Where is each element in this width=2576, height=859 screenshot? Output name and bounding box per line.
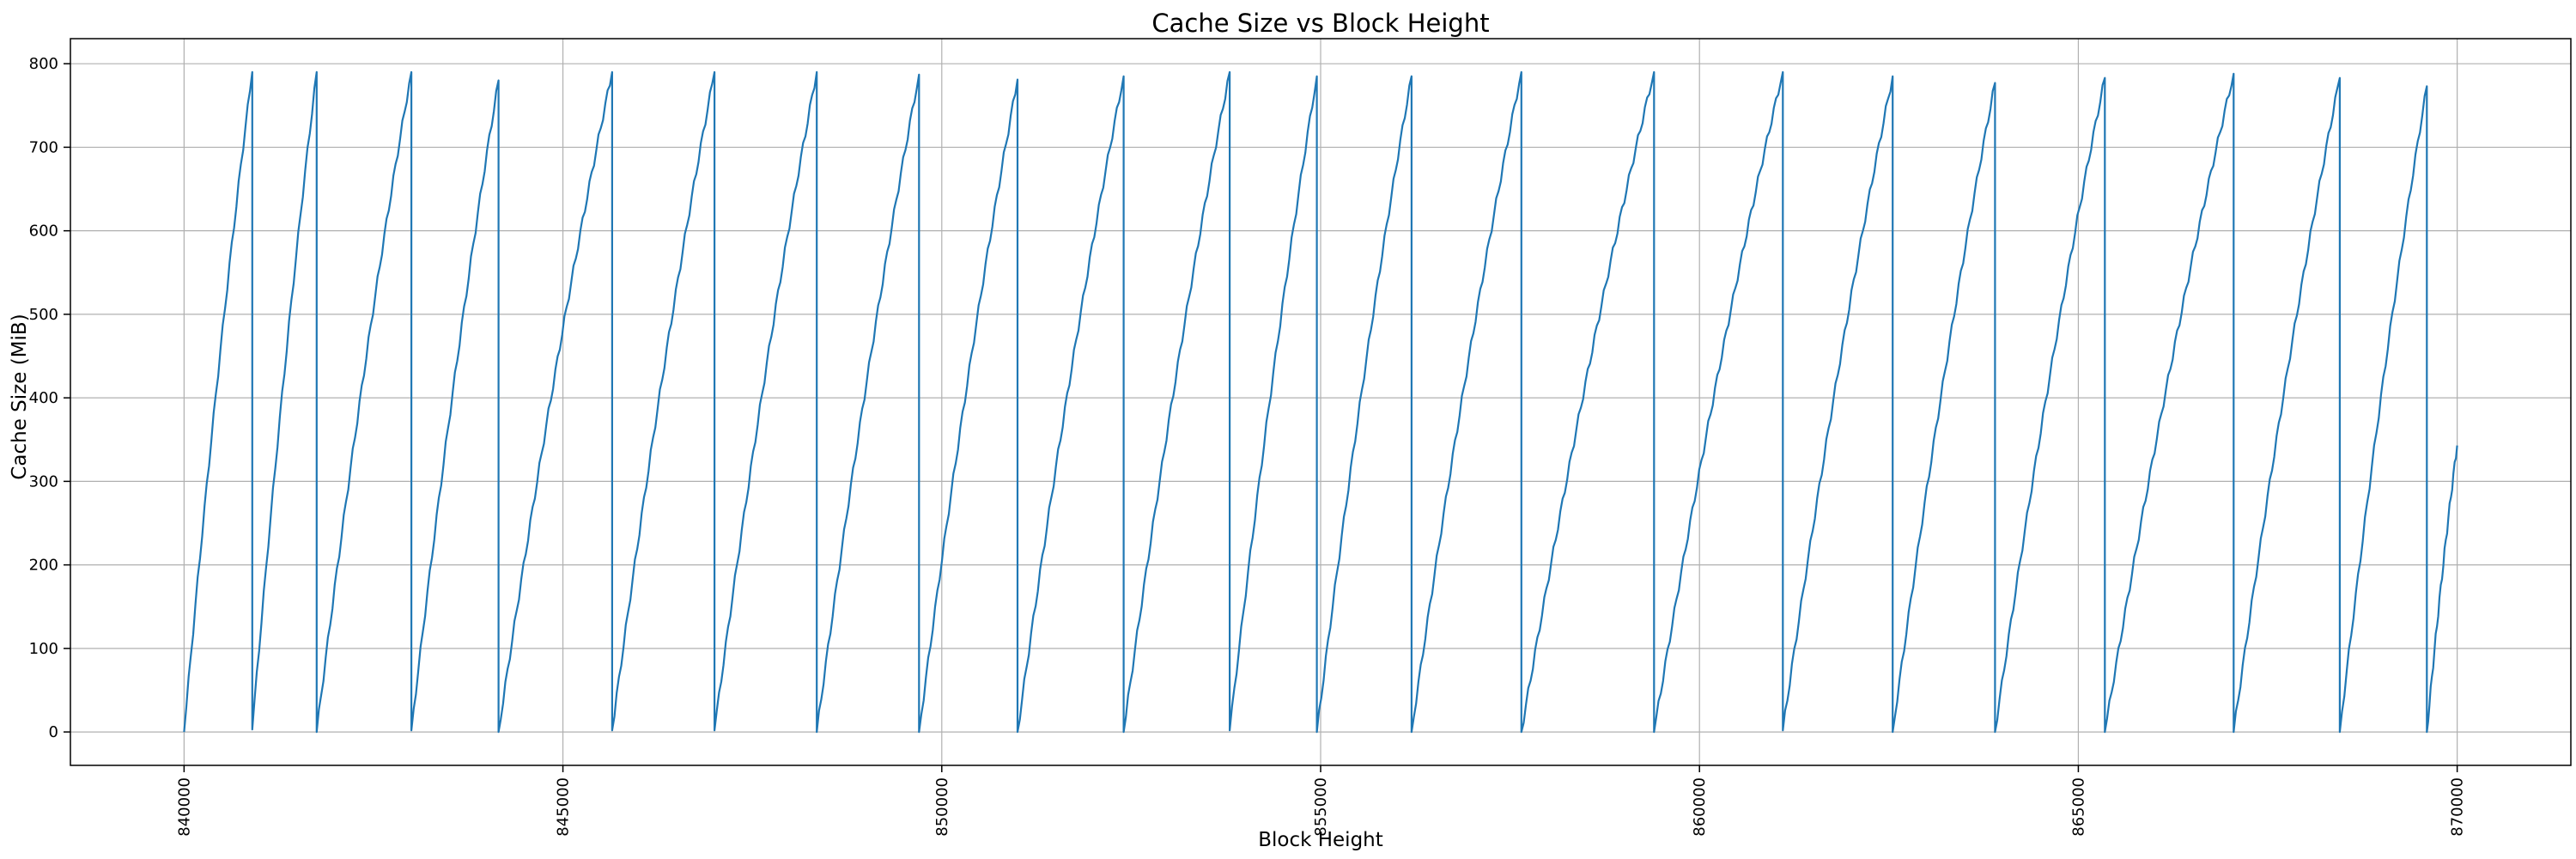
x-axis-label: Block Height [1258, 829, 1383, 851]
x-tick-label: 860000 [1691, 777, 1709, 837]
x-tick-label: 850000 [933, 777, 951, 837]
y-axis-ticks: 0 100 200 300 400 500 600 700 800 [29, 55, 70, 741]
x-tick-label: 840000 [175, 777, 193, 837]
x-axis-ticks: 840000 845000 850000 855000 860000 865000 8700… [175, 765, 2467, 837]
y-tick-label: 300 [29, 472, 58, 490]
x-tick-label: 845000 [555, 777, 573, 837]
x-tick-label: 870000 [2449, 777, 2467, 837]
y-tick-label: 700 [29, 138, 58, 156]
grid [70, 39, 2571, 765]
series-line [183, 70, 2458, 734]
y-tick-label: 400 [29, 389, 58, 407]
y-tick-label: 800 [29, 55, 58, 73]
x-tick-label: 865000 [2069, 777, 2087, 837]
y-tick-label: 600 [29, 222, 58, 241]
chart-title: Cache Size vs Block Height [1151, 9, 1489, 38]
series-layer [183, 70, 2458, 734]
x-tick-label: 855000 [1312, 777, 1330, 837]
y-tick-label: 200 [29, 557, 58, 575]
y-tick-label: 100 [29, 640, 58, 658]
y-tick-label: 500 [29, 306, 58, 324]
y-tick-label: 0 [49, 723, 58, 741]
y-axis-label: Cache Size (MiB) [9, 314, 31, 479]
